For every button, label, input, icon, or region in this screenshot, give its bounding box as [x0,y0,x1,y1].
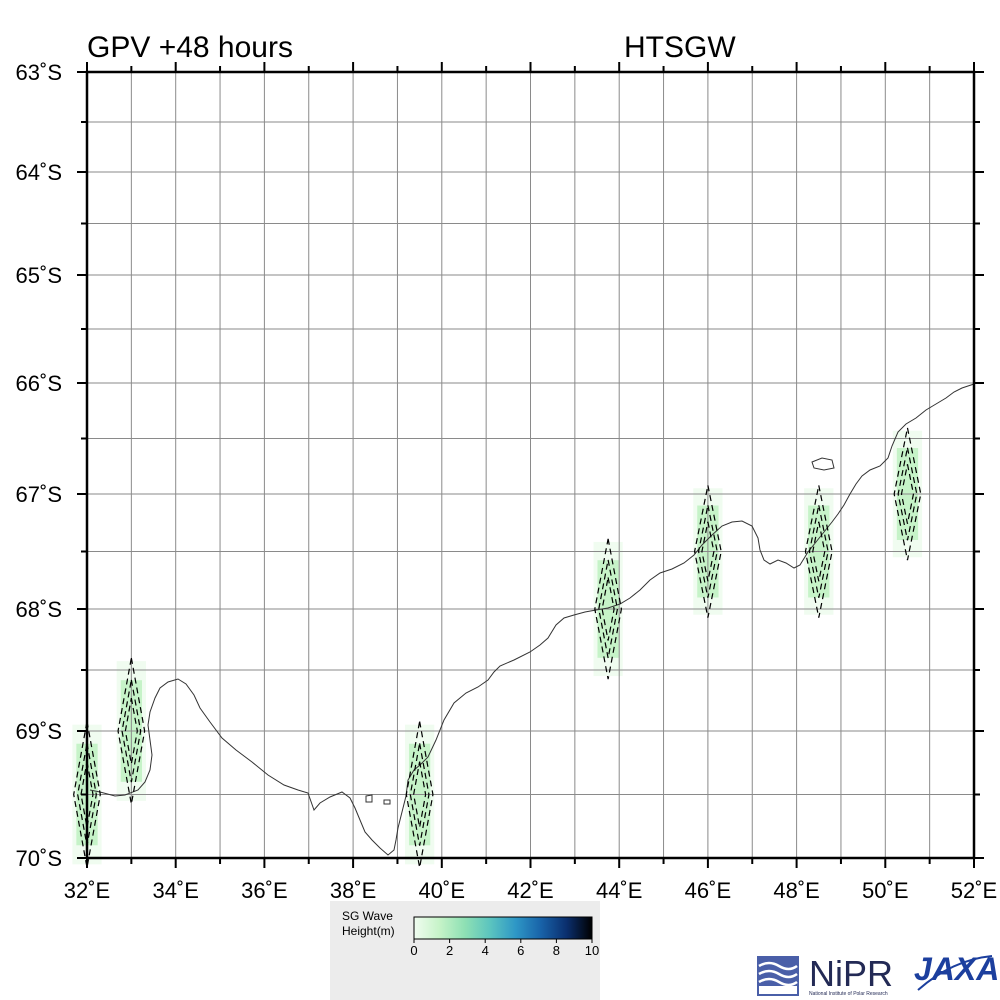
colorbar: 0 2 4 6 8 10 [410,916,599,958]
lat-tick-label: 66˚S [16,371,62,396]
wave-height-cells [72,430,923,865]
nipr-wordmark: NiPR [809,954,893,994]
colorbar-legend: SG Wave Height(m) 0 2 4 6 8 10 [330,901,600,1000]
colorbar-tick-label: 4 [482,943,489,958]
coastline-islet [811,457,835,471]
nipr-logo-icon: NiPR National Institute of Polar Researc… [757,954,893,997]
lon-tick-label: 38˚E [330,878,376,903]
colorbar-ticks: 0 2 4 6 8 10 [410,939,599,958]
lat-tick-label: 64˚S [16,160,62,185]
lon-tick-label: 34˚E [152,878,198,903]
lat-tick-label: 65˚S [16,263,62,288]
colorbar-tick-label: 6 [517,943,524,958]
nipr-subtitle: National Institute of Polar Research [809,991,888,997]
wave-contour [897,447,918,541]
colorbar-tick-label: 8 [553,943,560,958]
wave-contour [601,577,615,641]
wave-contour [121,679,142,783]
coastline-islet [383,799,391,805]
wave-contour [598,559,619,659]
wave-contour [594,538,623,680]
longitude-labels: 32˚E 34˚E 36˚E 38˚E 40˚E 42˚E 44˚E 46˚E 48˚E 50˚E… [64,878,997,903]
lon-tick-label: 50˚E [862,878,908,903]
coastline [89,383,975,856]
lon-tick-label: 32˚E [64,878,110,903]
latitude-labels: 63˚S 64˚S 65˚S 66˚S 67˚S 68˚S 69˚S 70˚S [16,60,62,871]
lat-tick-label: 70˚S [16,846,62,871]
wave-contour [893,427,922,561]
wave-contour [900,464,915,524]
lon-tick-label: 40˚E [419,878,465,903]
wave-contour [80,761,94,828]
colorbar-tick-label: 0 [410,943,417,958]
lon-tick-label: 48˚E [773,878,819,903]
legend-title-line2: Height(m) [342,924,395,938]
variable-title: HTSGW [624,31,736,64]
legend-title-line1: SG Wave [342,909,393,923]
colorbar-tick-label: 10 [585,943,599,958]
wave-contour [413,761,427,828]
lat-tick-label: 68˚S [16,597,62,622]
forecast-title: GPV +48 hours [87,31,293,64]
lon-tick-label: 46˚E [685,878,731,903]
jaxa-logo-icon: JAXA [914,951,998,991]
wave-contours [73,427,922,868]
lat-tick-label: 63˚S [16,60,62,85]
lon-tick-label: 42˚E [507,878,553,903]
antarctic-coastline [89,383,975,856]
lat-tick-label: 67˚S [16,482,62,507]
colorbar-tick-label: 2 [446,943,453,958]
wave-contour [804,485,833,618]
wave-contour [808,505,829,598]
lon-tick-label: 36˚E [241,878,287,903]
wave-contour [693,485,722,618]
wave-contour [124,698,138,764]
wave-contour [701,521,715,582]
wave-contour [409,743,430,846]
lat-tick-label: 69˚S [16,719,62,744]
colorbar-ramp [413,916,593,940]
coastline-islet [365,794,373,803]
wave-contour [697,505,718,598]
lon-tick-label: 52˚E [951,878,997,903]
legend-title: SG Wave Height(m) [342,909,417,939]
graticule-grid [86,71,975,859]
map-frame [77,62,984,868]
wave-contour [812,521,826,582]
lon-tick-label: 44˚E [596,878,642,903]
